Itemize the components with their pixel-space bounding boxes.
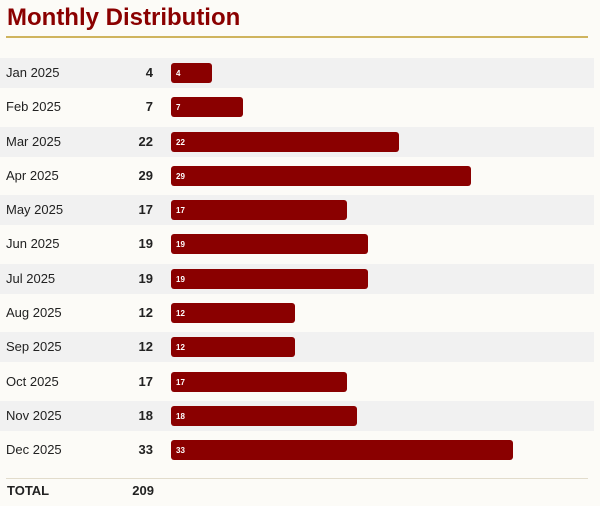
category-label: Jul 2025 bbox=[6, 270, 56, 286]
total-value: 209 bbox=[132, 483, 154, 498]
bar: 12 bbox=[171, 303, 296, 324]
bar: 19 bbox=[171, 268, 368, 289]
bar: 17 bbox=[171, 200, 347, 221]
category-label: Sep 2025 bbox=[6, 339, 62, 355]
bar-row: May 2025 17 17 bbox=[0, 195, 594, 226]
value-label: 29 bbox=[138, 167, 153, 183]
category-label: Jan 2025 bbox=[6, 65, 60, 80]
bar-row: Aug 2025 12 12 bbox=[0, 298, 594, 328]
bar-row: Sep 2025 12 12 bbox=[0, 332, 594, 363]
category-label: Mar 2025 bbox=[6, 133, 61, 149]
bar-data-label: 19 bbox=[176, 240, 185, 250]
bar: 7 bbox=[171, 97, 244, 118]
category-label: Jun 2025 bbox=[6, 236, 60, 252]
bar: 12 bbox=[171, 337, 296, 358]
bar: 18 bbox=[171, 405, 358, 426]
bar-data-label: 33 bbox=[176, 446, 185, 456]
bar: 17 bbox=[171, 371, 347, 392]
bar-data-label: 4 bbox=[176, 69, 181, 78]
bar-data-label: 7 bbox=[176, 103, 181, 113]
bar-row: Mar 2025 22 22 bbox=[0, 126, 594, 157]
category-label: Feb 2025 bbox=[6, 99, 61, 115]
category-label: May 2025 bbox=[6, 202, 64, 218]
bar-data-label: 17 bbox=[176, 206, 185, 216]
value-label: 12 bbox=[138, 339, 153, 355]
bar-data-label: 12 bbox=[176, 343, 185, 353]
bar: 4 bbox=[171, 63, 213, 83]
category-label: Nov 2025 bbox=[6, 407, 62, 423]
bar-data-label: 22 bbox=[176, 137, 185, 147]
value-label: 17 bbox=[138, 202, 153, 218]
bar-row: Jul 2025 19 19 bbox=[0, 263, 594, 294]
category-label: Apr 2025 bbox=[6, 167, 59, 183]
value-label: 33 bbox=[138, 442, 153, 458]
value-label: 19 bbox=[138, 270, 153, 286]
value-label: 18 bbox=[138, 407, 153, 423]
bar-data-label: 19 bbox=[176, 274, 185, 284]
bar: 33 bbox=[171, 440, 513, 461]
category-label: Oct 2025 bbox=[6, 373, 59, 389]
bar-rows: Jan 2025 4 4 Feb 2025 7 7 Mar 2025 22 22 Apr 2025… bbox=[0, 58, 594, 470]
bar-data-label: 17 bbox=[176, 377, 185, 387]
category-label: Aug 2025 bbox=[6, 305, 62, 321]
bar: 19 bbox=[171, 234, 368, 255]
value-label: 4 bbox=[145, 65, 153, 80]
value-label: 7 bbox=[145, 99, 153, 115]
bar-row: Jun 2025 19 19 bbox=[0, 229, 594, 259]
bar-data-label: 18 bbox=[176, 411, 185, 421]
value-label: 19 bbox=[138, 236, 153, 252]
bar-row: Apr 2025 29 29 bbox=[0, 161, 594, 191]
bar-row: Oct 2025 17 17 bbox=[0, 367, 594, 397]
chart-title: Monthly Distribution bbox=[7, 4, 241, 31]
bar-data-label: 29 bbox=[176, 171, 185, 181]
bar-data-label: 12 bbox=[176, 309, 185, 319]
title-underline bbox=[6, 36, 588, 38]
bar-row: Dec 2025 33 33 bbox=[0, 435, 594, 465]
value-label: 12 bbox=[138, 305, 153, 321]
value-label: 17 bbox=[138, 373, 153, 389]
total-label: TOTAL bbox=[7, 483, 50, 498]
bar-row: Jan 2025 4 4 bbox=[0, 58, 594, 88]
bar: 22 bbox=[171, 131, 399, 152]
total-divider bbox=[6, 478, 588, 479]
category-label: Dec 2025 bbox=[6, 442, 62, 458]
bar-row: Nov 2025 18 18 bbox=[0, 400, 594, 431]
value-label: 22 bbox=[138, 133, 153, 149]
bar: 29 bbox=[171, 165, 472, 186]
bar-row: Feb 2025 7 7 bbox=[0, 92, 594, 122]
